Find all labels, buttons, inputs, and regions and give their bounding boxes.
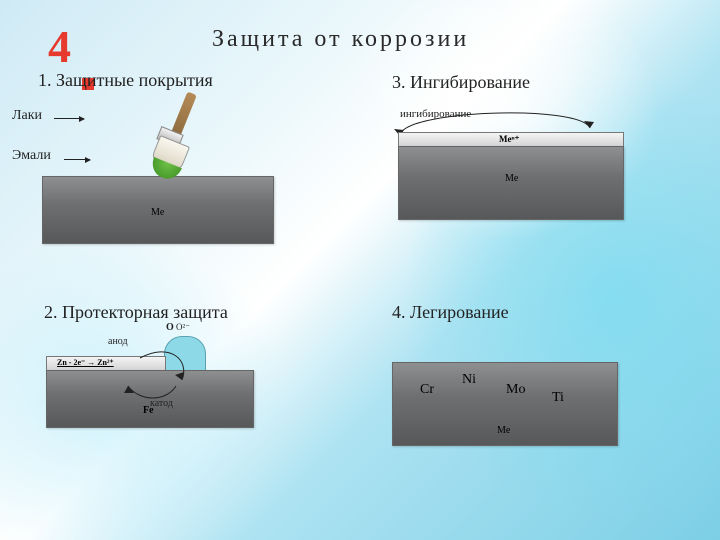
s2-o2-label: O²⁻ [176, 322, 190, 333]
label-emali: Эмали [12, 148, 51, 164]
arrow-emali [64, 159, 90, 160]
s3-strip-label: Meⁿ⁺ [499, 134, 519, 145]
s2-o-label: O [166, 322, 174, 333]
page-title: Защита от коррозии [212, 26, 469, 53]
section-1-heading: 1. Защитные покрытия [38, 70, 213, 91]
s4-element-mo: Mo [506, 382, 525, 398]
s3-block-label: Me [505, 173, 518, 184]
section-3-heading: 3. Ингибирование [392, 72, 530, 93]
s2-reaction: Zn - 2e⁻ → Zn²⁺ [57, 358, 114, 367]
s1-block-label: Me [151, 207, 164, 218]
label-laki: Лаки [12, 108, 42, 124]
s3-strip: Meⁿ⁺ [398, 132, 624, 147]
s4-element-ti: Ti [552, 390, 564, 406]
s4-metal-block: Me [392, 362, 618, 446]
section-4-heading: 4. Легирование [392, 302, 509, 323]
arrow-laki [54, 118, 84, 119]
s2-cathode-label: катод [150, 398, 173, 409]
section-2-heading: 2. Протекторная защита [44, 302, 228, 323]
paintbrush-icon [140, 100, 200, 190]
s4-block-label: Me [497, 425, 510, 436]
s4-element-cr: Cr [420, 382, 434, 398]
s4-element-ni: Ni [462, 372, 476, 388]
slide-number: 4 [48, 24, 71, 70]
s3-metal-block: Me [398, 146, 624, 220]
